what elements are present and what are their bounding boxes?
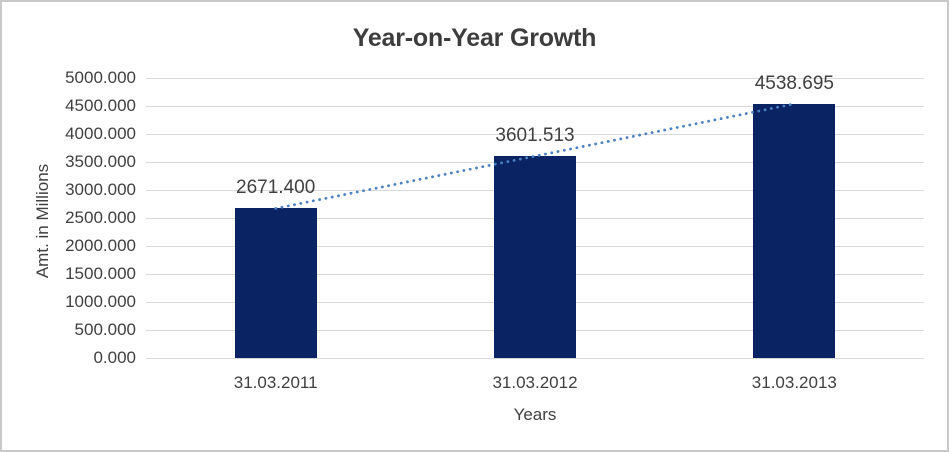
y-axis-tick-label: 3500.000 [65, 152, 136, 171]
y-axis-tick-label: 4500.000 [65, 96, 136, 115]
gridline [146, 358, 924, 359]
x-axis-title: Years [513, 405, 557, 424]
y-axis-tick-label: 5000.000 [65, 68, 136, 87]
y-axis-tick-label: 2000.000 [65, 236, 136, 255]
y-axis-tick-label: 3000.000 [65, 180, 136, 199]
gridline [146, 78, 924, 79]
y-axis-tick-label: 0.000 [93, 348, 136, 367]
plot-area [146, 78, 924, 359]
gridline [146, 106, 924, 107]
x-axis-tick-label: 31.03.2011 [233, 373, 318, 392]
y-axis-tick-label: 1500.000 [65, 264, 136, 283]
x-axis-tick-label: 31.03.2012 [492, 373, 578, 392]
chart-title: Year-on-Year Growth [352, 24, 597, 52]
bar-value-label: 3601.513 [495, 125, 575, 147]
bar-value-label: 2671.400 [236, 177, 316, 199]
y-axis-tick-label: 1000.000 [65, 292, 136, 311]
bar [753, 103, 836, 358]
y-axis-tick-label: 4000.000 [65, 124, 136, 143]
y-axis-tick-label: 2500.000 [65, 208, 136, 227]
bar [494, 156, 576, 358]
bar-value-label: 4538.695 [754, 72, 834, 94]
trendline [274, 102, 796, 210]
x-axis-tick-label: 31.03.2013 [751, 373, 837, 392]
gridline [146, 134, 924, 135]
trendline-line [274, 102, 796, 210]
bar [234, 208, 317, 358]
y-axis-tick-label: 500.000 [74, 320, 136, 339]
